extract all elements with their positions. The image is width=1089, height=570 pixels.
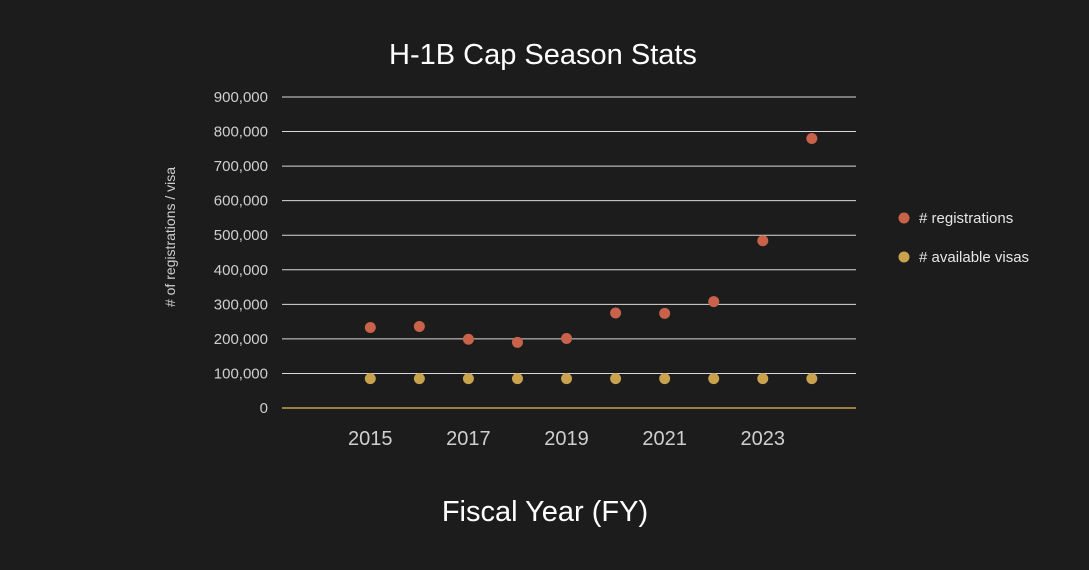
y-tick-label: 500,000 bbox=[214, 227, 268, 244]
legend-marker bbox=[898, 251, 910, 263]
available-visas-point bbox=[708, 373, 720, 385]
y-tick-label: 100,000 bbox=[214, 365, 268, 382]
registrations-point bbox=[413, 320, 425, 332]
registrations-point bbox=[511, 336, 523, 348]
x-axis-ticks: 2015 2017 2019 2021 2023 bbox=[348, 428, 785, 450]
y-tick-label: 600,000 bbox=[214, 193, 268, 210]
available-visas-point bbox=[413, 373, 425, 385]
available-visas-point bbox=[561, 373, 573, 385]
x-tick-label: 2017 bbox=[446, 428, 491, 450]
data-points bbox=[364, 132, 818, 385]
registrations-point bbox=[610, 307, 622, 319]
y-tick-label: 200,000 bbox=[214, 331, 268, 348]
y-tick-label: 400,000 bbox=[214, 262, 268, 279]
available-visas-point bbox=[659, 373, 671, 385]
x-tick-label: 2015 bbox=[348, 428, 393, 450]
y-tick-label: 700,000 bbox=[214, 158, 268, 175]
legend: # registrations # available visas bbox=[898, 210, 1029, 266]
y-tick-label: 800,000 bbox=[214, 124, 268, 141]
x-axis-label: Fiscal Year (FY) bbox=[442, 496, 648, 528]
grid-layer bbox=[282, 96, 856, 409]
registrations-point bbox=[806, 132, 818, 144]
legend-marker bbox=[898, 212, 910, 224]
registrations-point bbox=[757, 235, 769, 247]
x-tick-label: 2023 bbox=[741, 428, 786, 450]
registrations-point bbox=[462, 333, 474, 345]
y-axis-ticks: 0 100,000 200,000 300,000 400,000 500,000 600,… bbox=[214, 89, 268, 417]
available-visas-point bbox=[757, 373, 769, 385]
chart-title: H-1B Cap Season Stats bbox=[389, 39, 697, 71]
x-tick-label: 2021 bbox=[642, 428, 687, 450]
legend-label: # available visas bbox=[919, 249, 1029, 266]
y-tick-label: 300,000 bbox=[214, 296, 268, 313]
y-tick-label: 0 bbox=[260, 400, 268, 417]
y-axis-label: # of registrations / visa bbox=[162, 167, 178, 307]
y-tick-label: 900,000 bbox=[214, 89, 268, 106]
available-visas-point bbox=[610, 373, 622, 385]
registrations-point bbox=[708, 296, 720, 308]
registrations-point bbox=[364, 321, 376, 333]
x-tick-label: 2019 bbox=[544, 428, 589, 450]
legend-label: # registrations bbox=[919, 210, 1013, 227]
available-visas-point bbox=[511, 373, 523, 385]
available-visas-point bbox=[364, 373, 376, 385]
registrations-point bbox=[561, 333, 573, 345]
available-visas-point bbox=[806, 373, 818, 385]
available-visas-point bbox=[462, 373, 474, 385]
registrations-point bbox=[659, 307, 671, 319]
